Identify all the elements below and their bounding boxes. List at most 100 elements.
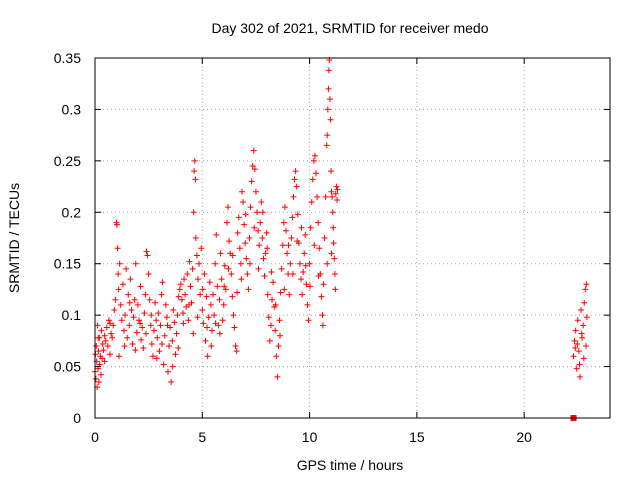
data-point — [313, 170, 320, 177]
data-point — [105, 317, 112, 324]
data-point — [153, 317, 160, 324]
data-point — [254, 209, 261, 216]
data-point — [123, 265, 130, 272]
y-tick-label: 0.35 — [54, 50, 81, 66]
data-point — [307, 283, 314, 290]
data-point — [246, 260, 253, 267]
x-axis-title: GPS time / hours — [297, 457, 404, 473]
data-point — [153, 355, 160, 362]
data-point — [302, 262, 309, 269]
data-point — [244, 271, 251, 277]
data-point — [570, 353, 577, 360]
data-point — [208, 343, 215, 349]
data-point — [275, 343, 282, 349]
x-tick-labels: 0 5 10 15 20 — [91, 429, 532, 445]
data-point — [315, 219, 322, 226]
data-point — [287, 260, 294, 267]
data-point — [311, 242, 318, 249]
data-point — [208, 327, 215, 334]
data-point — [180, 320, 187, 327]
data-point — [265, 314, 272, 321]
data-point — [572, 327, 579, 334]
data-point — [190, 209, 197, 216]
data-point — [324, 106, 331, 113]
data-point — [334, 196, 341, 203]
data-point — [321, 235, 328, 241]
data-point — [289, 214, 296, 221]
data-point — [197, 291, 204, 298]
data-point — [210, 291, 217, 298]
data-point — [101, 358, 108, 365]
data-point — [95, 379, 102, 385]
data-point — [242, 240, 249, 247]
data-point — [303, 281, 310, 288]
data-point — [149, 353, 156, 360]
data-point — [276, 317, 283, 324]
data-point — [257, 219, 264, 226]
data-point — [116, 260, 123, 267]
data-point — [169, 363, 176, 370]
data-point — [270, 279, 277, 286]
data-point — [323, 142, 330, 149]
data-point — [583, 281, 590, 288]
data-point — [126, 299, 133, 306]
data-point — [170, 307, 177, 313]
data-point — [286, 291, 293, 298]
data-point — [163, 314, 170, 321]
data-point — [185, 317, 192, 324]
data-point — [578, 307, 585, 313]
data-point — [252, 188, 259, 195]
data-point — [147, 322, 154, 329]
data-point — [296, 260, 303, 267]
data-point — [264, 245, 271, 252]
x-tick-label: 15 — [409, 429, 425, 445]
data-point — [243, 255, 250, 262]
data-point — [131, 296, 138, 303]
data-point — [245, 286, 252, 293]
data-point — [108, 330, 115, 337]
data-point — [152, 299, 159, 306]
data-point — [279, 242, 286, 249]
data-point — [177, 281, 184, 288]
data-point — [191, 168, 198, 175]
x-tick-label: 5 — [198, 429, 206, 445]
data-point — [233, 348, 240, 355]
data-point — [130, 314, 137, 321]
data-point — [319, 312, 326, 319]
data-point — [211, 312, 218, 319]
data-point — [151, 327, 158, 334]
x-tick-label: 0 — [91, 429, 99, 445]
data-point — [264, 291, 271, 298]
data-point — [164, 368, 171, 375]
data-point — [95, 334, 102, 341]
data-point — [98, 327, 105, 334]
data-point — [574, 340, 581, 347]
data-point — [573, 365, 580, 372]
data-point — [192, 235, 199, 241]
data-point — [238, 276, 245, 283]
data-point — [148, 312, 155, 319]
data-point — [332, 190, 339, 197]
data-point — [294, 211, 301, 218]
data-point — [216, 296, 223, 303]
y-axis-title: SRMTID / TECUs — [6, 183, 22, 293]
data-point — [280, 219, 287, 226]
y-tick-label: 0.3 — [62, 101, 82, 117]
data-point — [580, 322, 587, 329]
y-tick-labels: 0 0.05 0.1 0.15 0.2 0.25 0.3 0.35 — [54, 50, 81, 426]
data-point — [228, 271, 235, 277]
data-point — [229, 252, 236, 259]
data-point — [134, 301, 141, 308]
data-point — [292, 168, 299, 175]
data-point — [332, 286, 339, 293]
data-point — [315, 273, 322, 280]
data-point — [266, 337, 273, 344]
data-point — [99, 340, 106, 347]
data-point — [164, 322, 171, 329]
data-point — [179, 310, 186, 317]
data-point — [307, 224, 314, 231]
data-point — [220, 301, 227, 308]
y-tick-label: 0.25 — [54, 153, 81, 169]
data-point — [310, 157, 317, 164]
data-point — [267, 322, 274, 329]
